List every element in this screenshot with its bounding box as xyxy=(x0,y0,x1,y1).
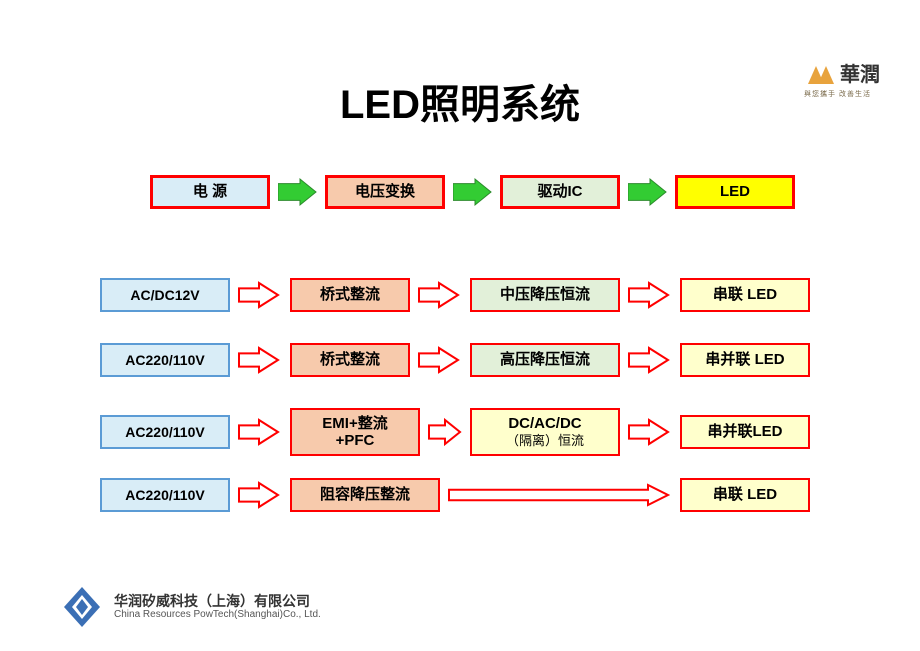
flow-box: 串并联LED xyxy=(680,415,810,449)
arrow-icon xyxy=(628,345,670,375)
flow-box: DC/AC/DC（隔离）恒流 xyxy=(470,408,620,456)
arrow-icon xyxy=(418,345,460,375)
arrow-icon xyxy=(238,480,280,510)
arrow-icon xyxy=(628,417,670,447)
flow-box: EMI+整流+PFC xyxy=(290,408,420,456)
logo-icon xyxy=(804,62,838,84)
footer-company-cn: 华润矽威科技（上海）有限公司 xyxy=(114,593,321,610)
logo-subtitle: 與您攜手 改善生活 xyxy=(804,89,871,99)
flow-box: 桥式整流 xyxy=(290,343,410,377)
flow-box: 高压降压恒流 xyxy=(470,343,620,377)
flow-box: 阻容降压整流 xyxy=(290,478,440,512)
flow-box: AC220/110V xyxy=(100,343,230,377)
flow-box: 串并联 LED xyxy=(680,343,810,377)
arrow-icon xyxy=(428,417,462,447)
long-arrow-icon xyxy=(448,482,670,508)
logo-top-right: 華潤 與您攜手 改善生活 xyxy=(804,58,880,99)
arrow-icon xyxy=(278,177,318,207)
arrow-icon xyxy=(238,345,280,375)
flow-box: 电 源 xyxy=(150,175,270,209)
arrow-icon xyxy=(418,280,460,310)
arrow-icon xyxy=(238,280,280,310)
flow-box: 电压变换 xyxy=(325,175,445,209)
arrow-icon xyxy=(453,177,493,207)
flow-box: 驱动IC xyxy=(500,175,620,209)
arrow-icon xyxy=(628,280,670,310)
flow-box: LED xyxy=(675,175,795,209)
flow-box: 串联 LED xyxy=(680,478,810,512)
footer-logo-icon xyxy=(60,585,104,629)
arrow-icon xyxy=(238,417,280,447)
flow-box: AC220/110V xyxy=(100,478,230,512)
flow-box: 串联 LED xyxy=(680,278,810,312)
flow-box: 中压降压恒流 xyxy=(470,278,620,312)
page-title: LED照明系统 xyxy=(0,72,920,130)
arrow-icon xyxy=(628,177,668,207)
flow-box: AC220/110V xyxy=(100,415,230,449)
flow-box: 桥式整流 xyxy=(290,278,410,312)
footer-company-en: China Resources PowTech(Shanghai)Co., Lt… xyxy=(114,609,321,621)
flow-box: AC/DC12V xyxy=(100,278,230,312)
logo-brand: 華潤 xyxy=(840,58,880,87)
footer: 华润矽威科技（上海）有限公司 China Resources PowTech(S… xyxy=(60,585,321,629)
